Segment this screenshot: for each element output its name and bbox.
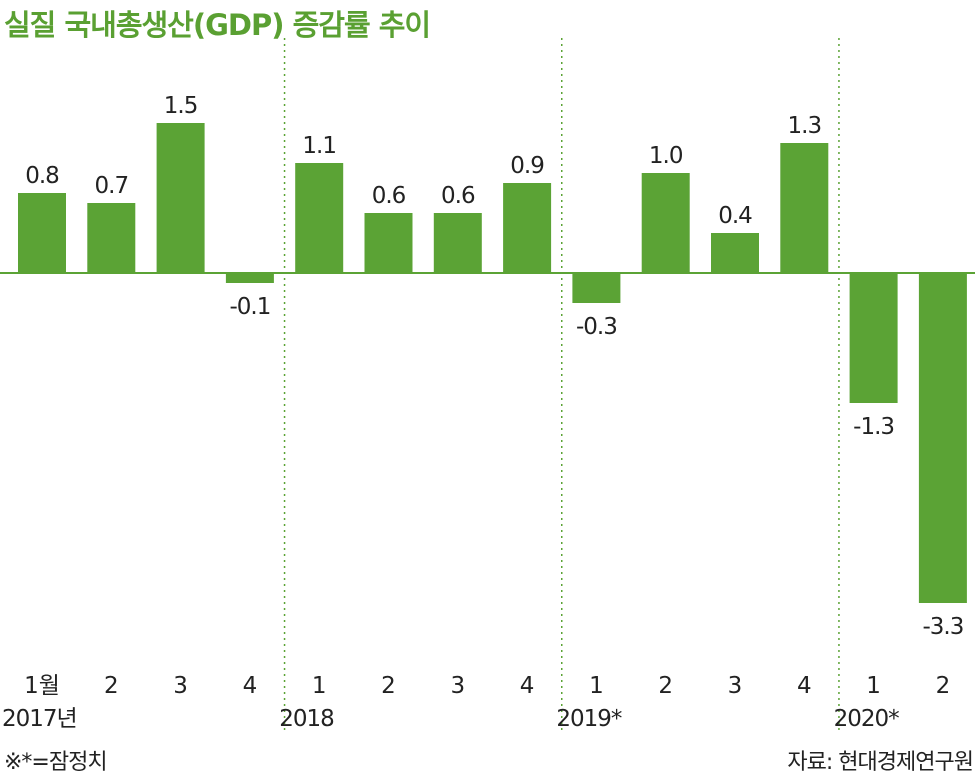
quarter-tick-label: 3 — [728, 673, 743, 699]
bar — [18, 193, 66, 273]
bar — [780, 143, 829, 273]
source-note: 자료: 현대경제연구원 — [787, 750, 974, 775]
value-label: -3.3 — [922, 614, 963, 640]
bar — [849, 273, 898, 403]
quarter-tick-label: 4 — [243, 673, 258, 699]
quarter-tick-label: 1월 — [24, 673, 60, 699]
quarter-tick-label: 2 — [104, 673, 119, 699]
quarter-tick-label: 4 — [797, 673, 812, 699]
value-label: 1.3 — [788, 113, 822, 139]
bar — [433, 213, 482, 273]
year-label: 2017년 — [2, 706, 77, 732]
year-label: 2019* — [556, 706, 622, 732]
quarter-tick-label: 2 — [658, 673, 673, 699]
value-label: 0.6 — [441, 183, 475, 209]
quarter-tick-label: 4 — [520, 673, 535, 699]
value-label: 1.5 — [164, 93, 198, 119]
value-label: -0.3 — [576, 314, 617, 340]
chart-title: 실질 국내총생산(GDP) 증감률 추이 — [4, 8, 431, 42]
bar — [364, 213, 413, 273]
value-label: 0.4 — [718, 203, 752, 229]
value-label: 0.9 — [510, 153, 544, 179]
quarter-tick-label: 2 — [936, 673, 951, 699]
bar — [918, 273, 967, 603]
value-label: 0.8 — [25, 163, 59, 189]
year-label: 2018 — [279, 706, 334, 732]
bar — [711, 233, 759, 273]
value-label: -1.3 — [853, 414, 894, 440]
quarter-tick-label: 1 — [866, 673, 881, 699]
quarter-tick-label: 1 — [589, 673, 604, 699]
bar — [572, 273, 621, 303]
bar — [641, 173, 690, 273]
value-label: 1.0 — [649, 143, 683, 169]
quarter-tick-label: 3 — [450, 673, 465, 699]
provisional-note: ※*=잠정치 — [4, 750, 108, 775]
value-label: 1.1 — [302, 133, 336, 159]
value-label: -0.1 — [229, 294, 270, 320]
quarter-tick-label: 3 — [173, 673, 188, 699]
quarter-tick-label: 2 — [381, 673, 396, 699]
quarter-tick-label: 1 — [312, 673, 327, 699]
value-label: 0.6 — [372, 183, 406, 209]
bar — [156, 123, 205, 273]
bar — [295, 163, 344, 273]
bar — [87, 203, 136, 273]
bar — [503, 183, 552, 273]
value-label: 0.7 — [95, 173, 129, 199]
year-label: 2020* — [834, 706, 900, 732]
bar — [225, 273, 274, 283]
